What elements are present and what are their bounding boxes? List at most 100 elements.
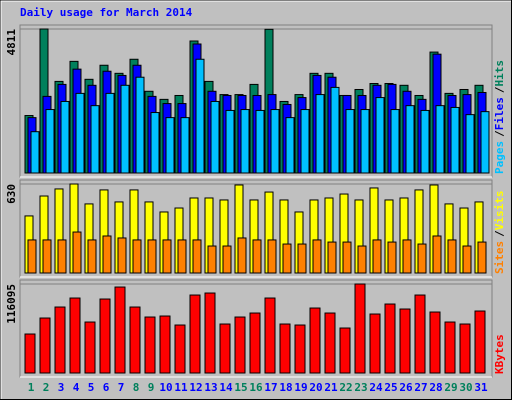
x-tick-label: 7 <box>118 381 125 394</box>
x-tick-label: 23 <box>354 381 367 394</box>
bar <box>150 112 160 174</box>
bar <box>450 106 460 174</box>
bar <box>54 306 66 374</box>
bar <box>249 312 261 374</box>
bar <box>45 109 55 174</box>
bar <box>330 86 340 174</box>
bar <box>459 323 471 374</box>
x-tick-label: 14 <box>219 381 233 394</box>
bar <box>105 92 115 174</box>
x-tick-label: 1 <box>28 381 35 394</box>
bar <box>72 231 82 274</box>
bar <box>420 109 430 174</box>
bar <box>129 306 141 374</box>
y-tick-label: 4811 <box>5 29 18 56</box>
x-tick-label: 15 <box>234 381 247 394</box>
bar <box>465 114 475 174</box>
bar <box>399 308 411 374</box>
legend: KBytes <box>493 334 506 374</box>
bar <box>27 239 37 274</box>
x-tick-label: 17 <box>264 381 277 394</box>
x-tick-label: 16 <box>249 381 263 394</box>
bar <box>387 241 397 274</box>
bar <box>219 323 231 374</box>
bar <box>252 239 262 274</box>
bar <box>120 84 130 174</box>
bar <box>342 241 352 274</box>
bar <box>375 97 385 174</box>
bar <box>102 235 112 274</box>
bar <box>117 237 127 274</box>
legend-entry: Hits <box>493 60 506 87</box>
bar <box>240 109 250 174</box>
legend-entry: Sites <box>493 241 506 274</box>
x-tick-label: 12 <box>189 381 202 394</box>
bar <box>99 298 111 374</box>
bar <box>309 307 321 374</box>
bar <box>204 292 216 374</box>
bar <box>384 303 396 374</box>
y-tick-label: 630 <box>5 184 18 204</box>
bar <box>477 241 487 274</box>
bar <box>225 109 235 174</box>
x-tick-label: 10 <box>159 381 172 394</box>
bar <box>114 286 126 374</box>
bar <box>39 317 51 374</box>
bar <box>312 239 322 274</box>
x-tick-label: 3 <box>58 381 65 394</box>
bar <box>195 58 205 174</box>
bar <box>189 294 201 374</box>
bar <box>165 117 175 174</box>
legend-separator: / <box>493 86 506 93</box>
bar <box>390 109 400 174</box>
bar <box>57 239 67 274</box>
bar <box>255 109 265 174</box>
bar <box>222 245 232 274</box>
x-tick-label: 26 <box>399 381 413 394</box>
bar <box>237 237 247 274</box>
legend: Sites /Visits <box>493 191 506 275</box>
bar <box>147 239 157 274</box>
bar <box>357 245 367 274</box>
bar <box>42 239 52 274</box>
bar <box>429 311 441 374</box>
x-tick-label: 25 <box>384 381 397 394</box>
legend-entry: Visits <box>493 191 506 231</box>
bar <box>279 323 291 374</box>
legend-entry: KBytes <box>493 334 506 374</box>
x-tick-label: 30 <box>459 381 472 394</box>
x-tick-label: 11 <box>174 381 188 394</box>
bar <box>432 235 442 274</box>
x-tick-label: 22 <box>339 381 352 394</box>
bar <box>447 239 457 274</box>
x-tick-label: 5 <box>88 381 95 394</box>
x-tick-label: 13 <box>204 381 217 394</box>
bar <box>369 313 381 374</box>
x-tick-label: 4 <box>73 381 80 394</box>
x-tick-label: 24 <box>369 381 383 394</box>
x-tick-label: 6 <box>103 381 110 394</box>
bar <box>339 327 351 374</box>
x-tick-label: 18 <box>279 381 292 394</box>
bar <box>417 243 427 274</box>
x-tick-label: 21 <box>324 381 338 394</box>
y-tick-label: 116095 <box>5 284 18 324</box>
bar <box>282 243 292 274</box>
bar <box>444 321 456 374</box>
legend-entry: Files <box>493 97 506 130</box>
bar <box>132 239 142 274</box>
x-tick-label: 2 <box>43 381 50 394</box>
bar <box>474 310 486 374</box>
bar <box>144 316 156 374</box>
bar <box>69 297 81 374</box>
bar <box>270 109 280 174</box>
x-tick-label: 19 <box>294 381 307 394</box>
bar <box>75 92 85 174</box>
bar <box>192 239 202 274</box>
bar <box>180 117 190 174</box>
chart-title: Daily usage for March 2014 <box>20 6 193 19</box>
bar <box>267 239 277 274</box>
bar <box>135 76 145 174</box>
bar <box>435 105 445 174</box>
